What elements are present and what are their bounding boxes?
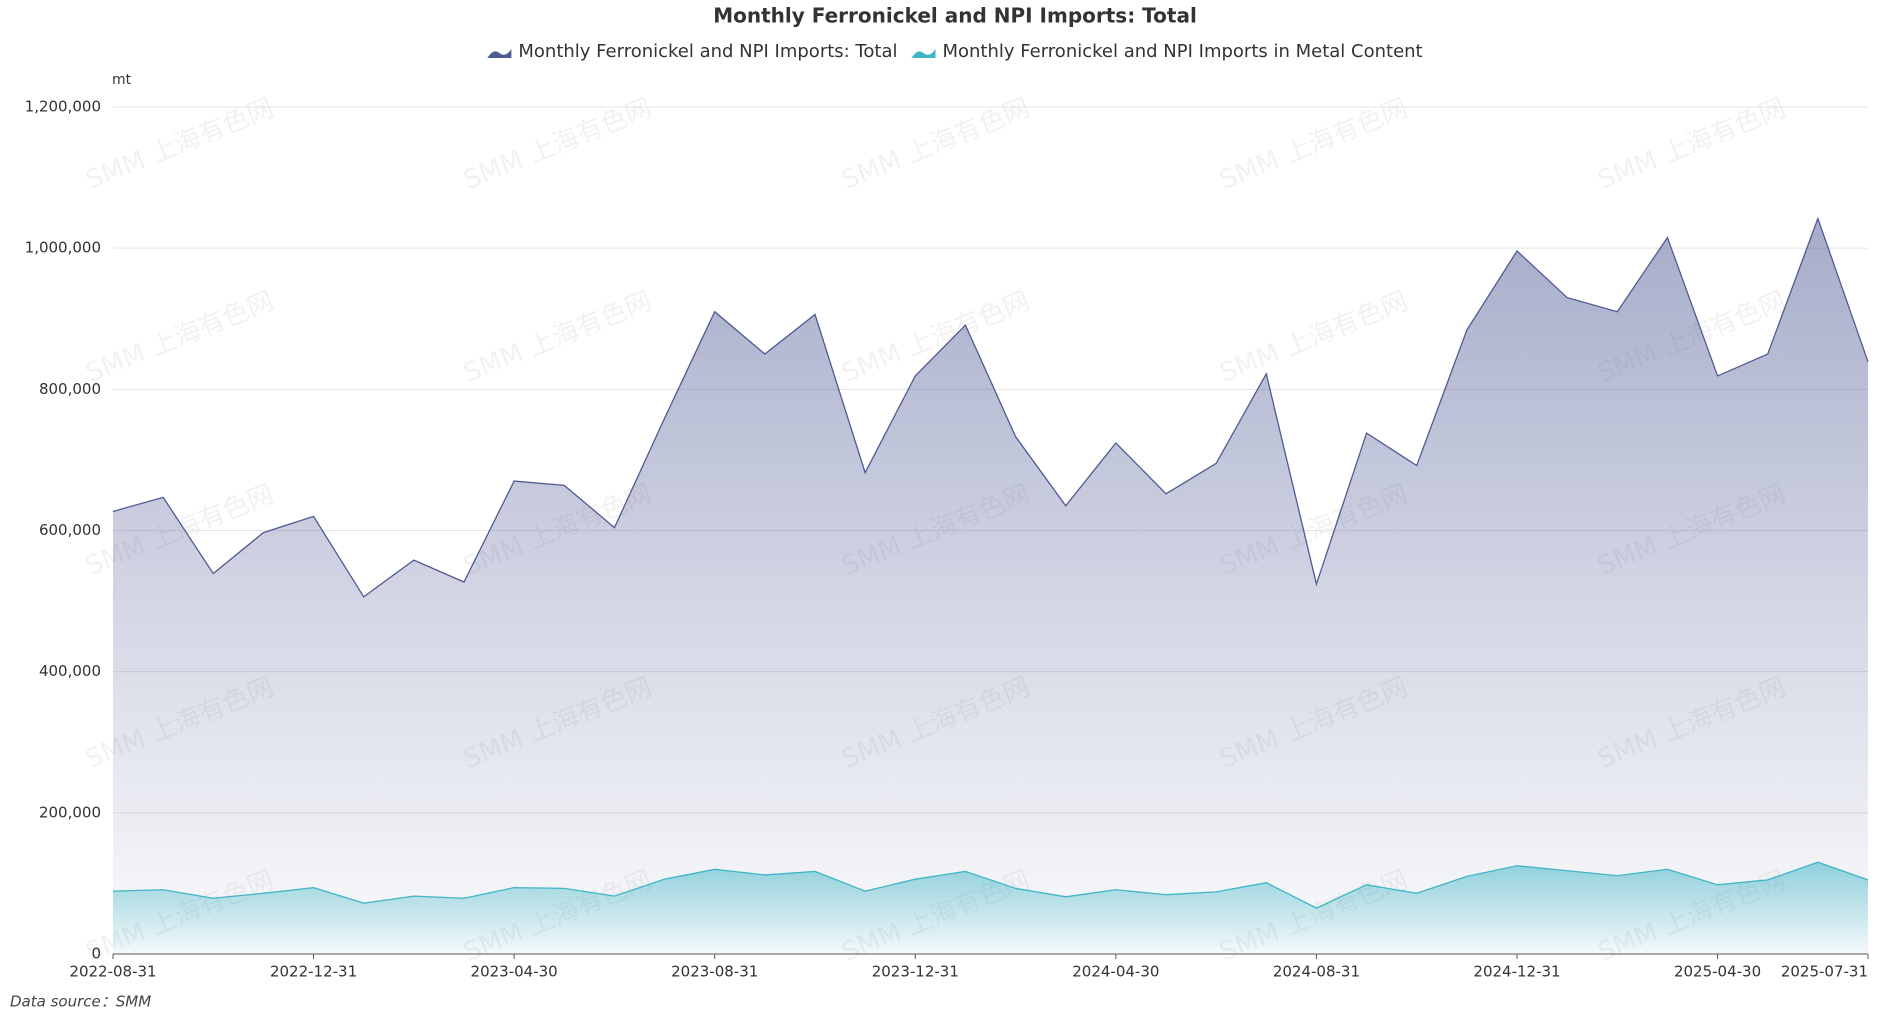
chart-title: Monthly Ferronickel and NPI Imports: Tot… bbox=[713, 4, 1197, 28]
area-line bbox=[112, 861, 1869, 909]
area-fill bbox=[113, 862, 1868, 954]
area-line bbox=[112, 216, 1869, 598]
x-tick-label: 2022-08-31 bbox=[69, 963, 156, 981]
watermark: SMM 上海有色网 bbox=[82, 286, 278, 389]
x-tick-label: 2024-08-31 bbox=[1273, 963, 1360, 981]
x-tick-label: 2023-12-31 bbox=[872, 963, 959, 981]
x-tick-label: 2023-04-30 bbox=[471, 963, 558, 981]
x-tick-label: 2023-08-31 bbox=[671, 963, 758, 981]
y-tick-label: 400,000 bbox=[39, 662, 101, 680]
data-source: Data source：SMM bbox=[10, 993, 151, 1011]
y-tick-label: 200,000 bbox=[39, 803, 101, 821]
y-unit: mt bbox=[112, 72, 132, 88]
y-tick-label: 800,000 bbox=[39, 380, 101, 398]
y-tick-label: 0 bbox=[91, 945, 101, 963]
watermark: SMM 上海有色网 bbox=[460, 93, 656, 196]
watermark: SMM 上海有色网 bbox=[1216, 93, 1412, 196]
legend-icon bbox=[911, 49, 936, 58]
watermark: SMM 上海有色网 bbox=[1594, 93, 1790, 196]
x-tick-label: 2024-12-31 bbox=[1473, 963, 1560, 981]
legend-label: Monthly Ferronickel and NPI Imports in M… bbox=[942, 41, 1422, 62]
y-tick-label: 600,000 bbox=[39, 521, 101, 539]
x-tick-label: 2024-04-30 bbox=[1072, 963, 1159, 981]
area-fill bbox=[113, 218, 1868, 954]
legend: Monthly Ferronickel and NPI Imports: Tot… bbox=[487, 41, 1423, 62]
x-tick-label: 2022-12-31 bbox=[270, 963, 357, 981]
watermark: SMM 上海有色网 bbox=[82, 93, 278, 196]
legend-icon bbox=[487, 49, 512, 58]
x-tick-label: 2025-07-31 bbox=[1781, 963, 1868, 981]
x-tick-label: 2025-04-30 bbox=[1674, 963, 1761, 981]
y-tick-label: 1,000,000 bbox=[25, 239, 101, 257]
watermark: SMM 上海有色网 bbox=[460, 286, 656, 389]
legend-label: Monthly Ferronickel and NPI Imports: Tot… bbox=[518, 41, 897, 62]
watermark: SMM 上海有色网 bbox=[838, 93, 1034, 196]
watermark: SMM 上海有色网 bbox=[1216, 286, 1412, 389]
y-tick-label: 1,200,000 bbox=[25, 98, 101, 116]
